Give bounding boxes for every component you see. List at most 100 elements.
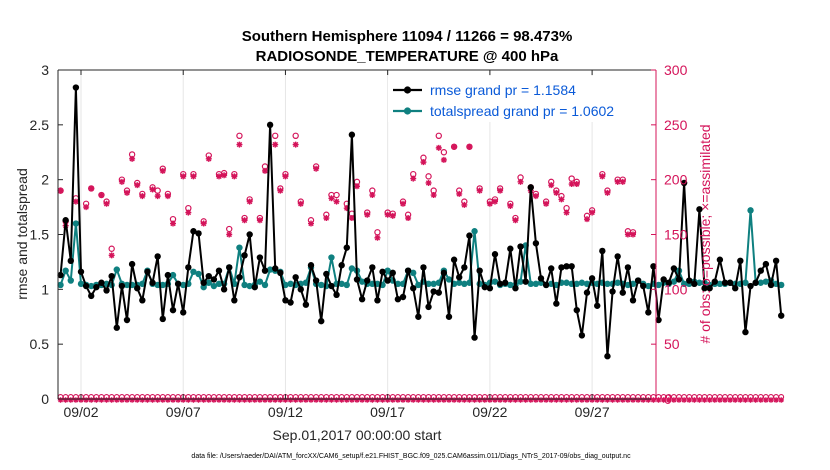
obs-assimilated-marker <box>614 178 621 185</box>
obs-assimilated-marker <box>180 173 187 180</box>
obs-assimilated-zero <box>717 397 723 403</box>
obs-assimilated-zero <box>185 397 192 403</box>
obs-assimilated-marker <box>124 189 130 196</box>
rmse-point <box>507 245 514 252</box>
rmse-point <box>128 260 136 268</box>
obs-assimilated-zero <box>737 397 744 403</box>
totalspread-point <box>236 244 243 251</box>
obs-assimilated-zero <box>568 397 575 403</box>
rmse-point <box>118 282 126 290</box>
obs-assimilated-zero <box>369 397 376 403</box>
rmse-point <box>640 282 647 290</box>
rmse-point <box>471 334 478 341</box>
obs-assimilated-zero <box>170 397 176 403</box>
obs-assimilated-marker <box>348 215 355 222</box>
obs-assimilated-marker <box>282 173 289 180</box>
y-tick-label-left: 2 <box>41 172 49 188</box>
totalspread-point <box>62 267 69 274</box>
obs-assimilated-marker <box>512 217 519 224</box>
obs-assimilated-marker <box>262 167 268 174</box>
legend-spread-label: totalspread grand pr = 1.0602 <box>430 103 614 119</box>
obs-assimilated-zero <box>257 397 263 403</box>
totalspread-point <box>757 279 764 286</box>
rmse-point <box>139 297 146 304</box>
obs-assimilated-zero <box>88 397 95 403</box>
obs-assimilated-zero <box>558 397 565 403</box>
rmse-point <box>502 279 509 286</box>
rmse-point <box>394 296 402 303</box>
obs-assimilated-marker <box>425 179 432 186</box>
obs-assimilated-zero <box>778 397 785 403</box>
totalspread-point <box>88 282 95 290</box>
rmse-point <box>578 332 586 339</box>
obs-assimilated-zero <box>420 397 427 403</box>
totalspread-point <box>302 279 310 286</box>
y-axis-label-left: rmse and totalspread <box>14 168 30 300</box>
obs-assimilated-zero <box>676 397 682 403</box>
obs-assimilated-marker <box>216 173 222 180</box>
rmse-point <box>384 277 391 284</box>
rmse-point <box>732 285 739 292</box>
x-tick-label: 09/27 <box>575 404 610 420</box>
obs-assimilated-zero <box>579 397 585 403</box>
obs-assimilated-zero <box>481 397 488 403</box>
obs-assimilated-zero <box>333 397 340 403</box>
rmse-point <box>665 279 672 286</box>
obs-assimilated-zero <box>584 397 590 403</box>
rmse-point <box>496 280 504 288</box>
rmse-point <box>292 274 299 281</box>
totalspread-point <box>425 280 432 288</box>
obs-assimilated-zero <box>67 397 74 403</box>
obs-assimilated-zero <box>323 397 330 403</box>
obs-assimilated-marker <box>118 178 125 185</box>
obs-assimilated-zero <box>405 397 411 403</box>
obs-assimilated-zero <box>119 397 125 403</box>
obs-assimilated-zero <box>671 397 677 403</box>
rmse-point <box>660 276 667 283</box>
obs-assimilated-marker <box>354 183 360 190</box>
y-tick-label-right: 150 <box>664 227 688 243</box>
rmse-point <box>450 256 458 263</box>
obs-assimilated-zero <box>599 397 606 403</box>
obs-assimilated-marker <box>272 141 279 148</box>
totalspread-point <box>762 278 770 285</box>
totalspread-point <box>72 220 80 227</box>
rmse-point <box>369 264 376 271</box>
rmse-point <box>721 279 729 286</box>
obs-assimilated-zero <box>190 397 197 403</box>
obs-assimilated-zero <box>512 397 519 403</box>
obs-possible-marker <box>292 132 299 139</box>
rmse-point <box>98 279 105 286</box>
obs-assimilated-marker <box>313 165 320 172</box>
obs-assimilated-marker <box>108 252 115 259</box>
rmse-point <box>57 271 64 279</box>
totalspread-point <box>471 228 478 235</box>
totalspread-point <box>655 281 662 289</box>
obs-assimilated-marker <box>103 200 110 207</box>
obs-assimilated-marker <box>139 193 146 200</box>
rmse-point <box>425 303 432 311</box>
obs-assimilated-zero <box>379 397 386 403</box>
y-tick-label-right: 200 <box>664 172 688 188</box>
obs-assimilated-zero <box>149 397 156 403</box>
obs-assimilated-zero <box>619 397 626 403</box>
obs-assimilated-zero <box>487 397 493 403</box>
totalspread-point <box>614 279 621 286</box>
obs-assimilated-zero <box>338 397 345 403</box>
totalspread-point <box>318 281 325 289</box>
totalspread-point <box>57 281 64 289</box>
obs-assimilated-zero <box>277 397 284 403</box>
obs-possible-marker <box>272 132 279 139</box>
obs-assimilated-zero <box>686 397 693 403</box>
totalspread-point <box>180 281 187 289</box>
x-ticks: 09/02 09/07 09/12 09/17 09/22 09/27 <box>63 70 610 420</box>
rmse-point <box>174 280 182 288</box>
rmse-point <box>588 275 596 282</box>
rmse-point <box>323 270 330 278</box>
obs-assimilated-zero <box>430 397 437 403</box>
legend-rmse-label: rmse grand pr = 1.1584 <box>430 82 576 98</box>
data-file-footer: data file: /Users/raeder/DAI/ATM_forcXX/… <box>191 453 631 460</box>
obs-assimilated-zero <box>609 397 616 403</box>
totalspread-point <box>338 280 345 288</box>
obs-assimilated-marker <box>343 205 350 212</box>
